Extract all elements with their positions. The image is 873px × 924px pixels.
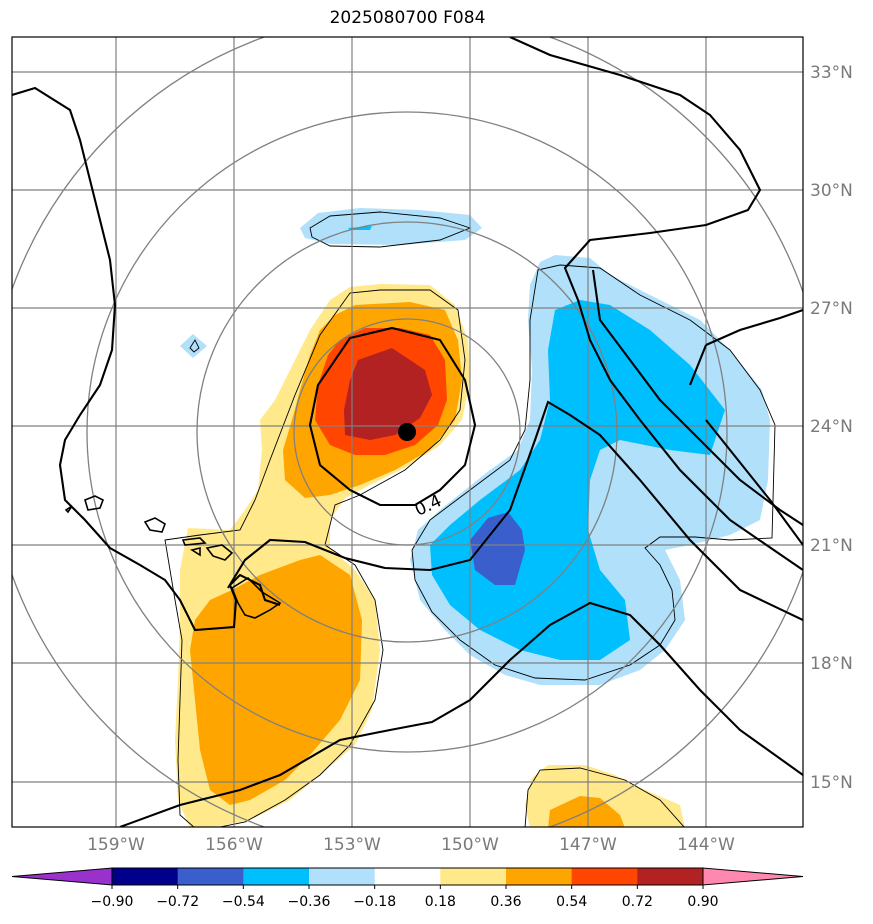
colorbar-extend-low (11, 867, 113, 886)
range-ring-3 (86, 111, 728, 753)
lon-label-147w: 147°W (559, 835, 617, 855)
lat-label-21n: 21°N (810, 536, 853, 556)
map-plot-area: 0.4 (12, 37, 803, 827)
colorbar-segment (374, 868, 441, 885)
storm-center-marker (398, 423, 416, 441)
colorbar-tick-label: 0.72 (622, 894, 653, 910)
lat-label-15n: 15°N (810, 773, 853, 793)
thin-contour-north (309, 211, 472, 248)
map-title: 2025080700 F084 (329, 8, 486, 28)
graticule (12, 37, 803, 827)
colorbar-segment (440, 868, 507, 885)
shade-very-light-blue-small (180, 334, 207, 358)
thin-contour-west (164, 289, 466, 827)
colorbar: −0.90 −0.72 −0.54 −0.36 −0.18 0.18 0.36 0.54 0.7… (11, 867, 804, 910)
thick-contour-northwest (12, 86, 281, 632)
lon-labels: 159°W 156°W 153°W 150°W 147°W 144°W (87, 835, 735, 855)
coast-niihau-kauai (84, 495, 105, 511)
lon-label-153w: 153°W (323, 835, 381, 855)
thin-contours (164, 211, 776, 827)
colorbar-segment (637, 868, 704, 885)
thick-contour-far-east (705, 309, 803, 346)
colorbar-tick-label: −0.54 (222, 894, 265, 910)
colorbar-tick-label: −0.18 (353, 894, 396, 910)
colorbar-tick-label: 0.54 (556, 894, 587, 910)
colorbar-segment (506, 868, 573, 885)
colorbar-segment (112, 868, 179, 885)
thick-contours (12, 37, 803, 827)
plot-border (11, 36, 804, 828)
thick-contour-middle (227, 400, 803, 621)
thin-contour-southeast (524, 767, 685, 827)
shade-orange-south (190, 555, 362, 805)
lat-label-18n: 18°N (810, 654, 853, 674)
thick-contour-far-east-lower (689, 344, 803, 546)
shade-dark-red (344, 348, 432, 440)
coast-small-islet (64, 505, 73, 514)
lon-label-159w: 159°W (87, 835, 145, 855)
range-ring-1 (293, 318, 521, 546)
thick-contour-center-ring (308, 326, 477, 507)
coast-lanai (189, 546, 201, 557)
thick-contour-northeast (509, 37, 803, 571)
lon-label-156w: 156°W (205, 835, 263, 855)
colorbar-tick-label: −0.72 (156, 894, 199, 910)
coast-molokai (181, 537, 207, 546)
coast-maui (205, 544, 234, 561)
colorbar-tick-label: 0.18 (425, 894, 456, 910)
thin-contour-east (411, 264, 776, 681)
colorbar-tick-label: 0.90 (687, 894, 718, 910)
coast-oahu (143, 517, 166, 533)
colorbar-segment (243, 868, 310, 885)
range-rings (12, 37, 803, 827)
colorbar-segment (177, 868, 244, 885)
thin-contour-small (189, 339, 200, 353)
shade-mid-blue-east (470, 512, 525, 585)
colorbar-segment (309, 868, 376, 885)
lat-label-30n: 30°N (810, 181, 853, 201)
colorbar-tick-label: 0.36 (490, 894, 521, 910)
lat-label-33n: 33°N (810, 63, 853, 83)
lon-label-150w: 150°W (441, 835, 499, 855)
island-coastlines (64, 495, 282, 619)
lon-label-144w: 144°W (677, 835, 735, 855)
colorbar-outline (111, 867, 704, 886)
lat-label-24n: 24°N (810, 417, 853, 437)
colorbar-extend-high (702, 867, 804, 886)
lat-labels: 33°N 30°N 27°N 24°N 21°N 18°N 15°N (810, 63, 853, 793)
colorbar-tick-label: −0.90 (91, 894, 134, 910)
colorbar-tick-label: −0.36 (288, 894, 331, 910)
range-ring-2 (196, 221, 618, 643)
colorbar-segment (571, 868, 638, 885)
lat-label-27n: 27°N (810, 299, 853, 319)
coast-big-island (231, 576, 282, 619)
thick-contour-south (119, 601, 803, 827)
